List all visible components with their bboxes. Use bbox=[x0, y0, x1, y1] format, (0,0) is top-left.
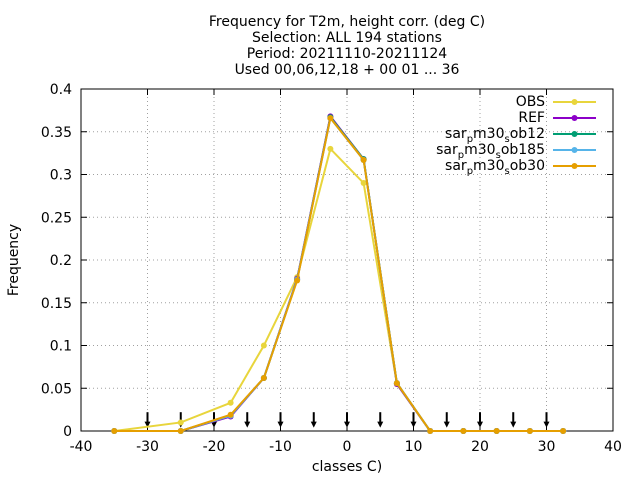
legend-label-ob30: sarpm30sob30 bbox=[445, 158, 545, 177]
legend-ob12-part-5: ob12 bbox=[510, 126, 545, 142]
x-tick-label: -20 bbox=[203, 439, 226, 455]
legend-label-ob12: sarpm30sob12 bbox=[445, 126, 545, 145]
x-tick-label: 20 bbox=[471, 439, 489, 455]
legend-ob30-part-3: m30 bbox=[473, 158, 504, 174]
axis-ticks: -40 -30 -20 -10 0 10 20 30 40 0 0.05 0.1 0.15 0.2 0.25… bbox=[41, 82, 622, 455]
legend-label-ref: REF bbox=[518, 110, 545, 126]
x-tick-label: 30 bbox=[538, 439, 556, 455]
title-line-2: Selection: ALL 194 stations bbox=[252, 30, 442, 46]
series-point-4 bbox=[493, 428, 500, 434]
series-point-4 bbox=[360, 156, 367, 163]
title-line-4: Used 00,06,12,18 + 00 01 ... 36 bbox=[235, 62, 460, 78]
series-point-4 bbox=[560, 428, 567, 434]
legend-marker-2 bbox=[571, 131, 578, 137]
y-tick-label: 0 bbox=[63, 424, 72, 440]
arrow-marker-head bbox=[543, 421, 550, 428]
x-tick-label: -30 bbox=[136, 439, 159, 455]
arrow-marker-head bbox=[277, 421, 284, 428]
arrow-marker-head bbox=[510, 421, 517, 428]
arrow-marker-head bbox=[377, 421, 384, 428]
series-point-4 bbox=[460, 428, 467, 434]
series-point-0 bbox=[260, 342, 267, 349]
title-line-1: Frequency for T2m, height corr. (deg C) bbox=[209, 14, 485, 30]
legend-label-ob185: sarpm30sob185 bbox=[436, 142, 545, 161]
y-tick-label: 0.3 bbox=[50, 168, 72, 184]
y-tick-label: 0.25 bbox=[41, 210, 72, 226]
chart-title: Frequency for T2m, height corr. (deg C) … bbox=[209, 14, 485, 78]
legend-ob185-part-2: p bbox=[458, 150, 464, 161]
legend-ob12-part-3: m30 bbox=[473, 126, 504, 142]
x-tick-label: 0 bbox=[343, 439, 352, 455]
legend-marker-4 bbox=[571, 163, 578, 169]
x-tick-label: -40 bbox=[70, 439, 93, 455]
arrow-marker-head bbox=[310, 421, 317, 428]
title-line-3: Period: 20211110-20211124 bbox=[247, 46, 447, 62]
data-series bbox=[111, 113, 567, 434]
legend-ob185-part-3: m30 bbox=[464, 142, 495, 158]
series-point-4 bbox=[260, 374, 267, 381]
legend-ob30-part-5: ob30 bbox=[510, 158, 545, 174]
series-point-0 bbox=[177, 419, 184, 426]
legend-ob30-part-2: p bbox=[467, 166, 473, 177]
arrow-marker-head bbox=[211, 421, 217, 428]
arrow-marker-head bbox=[410, 421, 417, 428]
series-point-4 bbox=[177, 428, 184, 434]
series-point-0 bbox=[360, 180, 367, 187]
legend-ob30-part-1: sar bbox=[445, 158, 467, 174]
series-point-4 bbox=[327, 115, 334, 122]
y-tick-label: 0.05 bbox=[41, 381, 72, 397]
series-point-4 bbox=[393, 380, 400, 387]
y-axis-label: Frequency bbox=[6, 224, 22, 296]
y-tick-label: 0.35 bbox=[41, 125, 72, 141]
legend-ob185-part-4: s bbox=[496, 150, 501, 161]
series-point-4 bbox=[111, 428, 118, 434]
arrow-marker-head bbox=[344, 421, 350, 428]
series-point-4 bbox=[526, 428, 533, 434]
grid bbox=[81, 89, 613, 431]
legend-label-obs: OBS bbox=[516, 94, 545, 110]
legend-marker-0 bbox=[571, 99, 578, 105]
y-tick-label: 0.1 bbox=[50, 339, 72, 355]
arrow-marker-head bbox=[477, 421, 483, 428]
arrow-marker-head bbox=[244, 421, 251, 428]
arrow-marker-head bbox=[443, 421, 450, 428]
legend-ob12-part-1: sar bbox=[445, 126, 467, 142]
legend-ob12-part-2: p bbox=[467, 134, 473, 145]
legend: OBS REF sarpm30sob12 sarpm30sob185 sarpm… bbox=[436, 94, 596, 177]
series-point-4 bbox=[227, 411, 234, 418]
y-tick-label: 0.4 bbox=[50, 82, 72, 98]
series-point-4 bbox=[294, 277, 301, 284]
x-axis-label: classes C) bbox=[312, 459, 382, 475]
series-point-0 bbox=[227, 399, 234, 406]
legend-ob185-part-5: ob185 bbox=[501, 142, 545, 158]
legend-ob12-part-4: s bbox=[505, 134, 510, 145]
arrow-markers bbox=[144, 412, 550, 428]
legend-marker-3 bbox=[571, 147, 578, 153]
x-tick-label: -10 bbox=[269, 439, 292, 455]
legend-marker-1 bbox=[571, 115, 578, 121]
y-tick-label: 0.15 bbox=[41, 296, 72, 312]
x-tick-label: 10 bbox=[405, 439, 423, 455]
legend-ob185-part-1: sar bbox=[436, 142, 458, 158]
arrow-marker-head bbox=[144, 421, 151, 428]
y-tick-label: 0.2 bbox=[50, 253, 72, 269]
x-tick-label: 40 bbox=[604, 439, 622, 455]
series-point-0 bbox=[327, 145, 334, 152]
series-point-4 bbox=[427, 428, 434, 434]
legend-ob30-part-4: s bbox=[505, 166, 510, 177]
